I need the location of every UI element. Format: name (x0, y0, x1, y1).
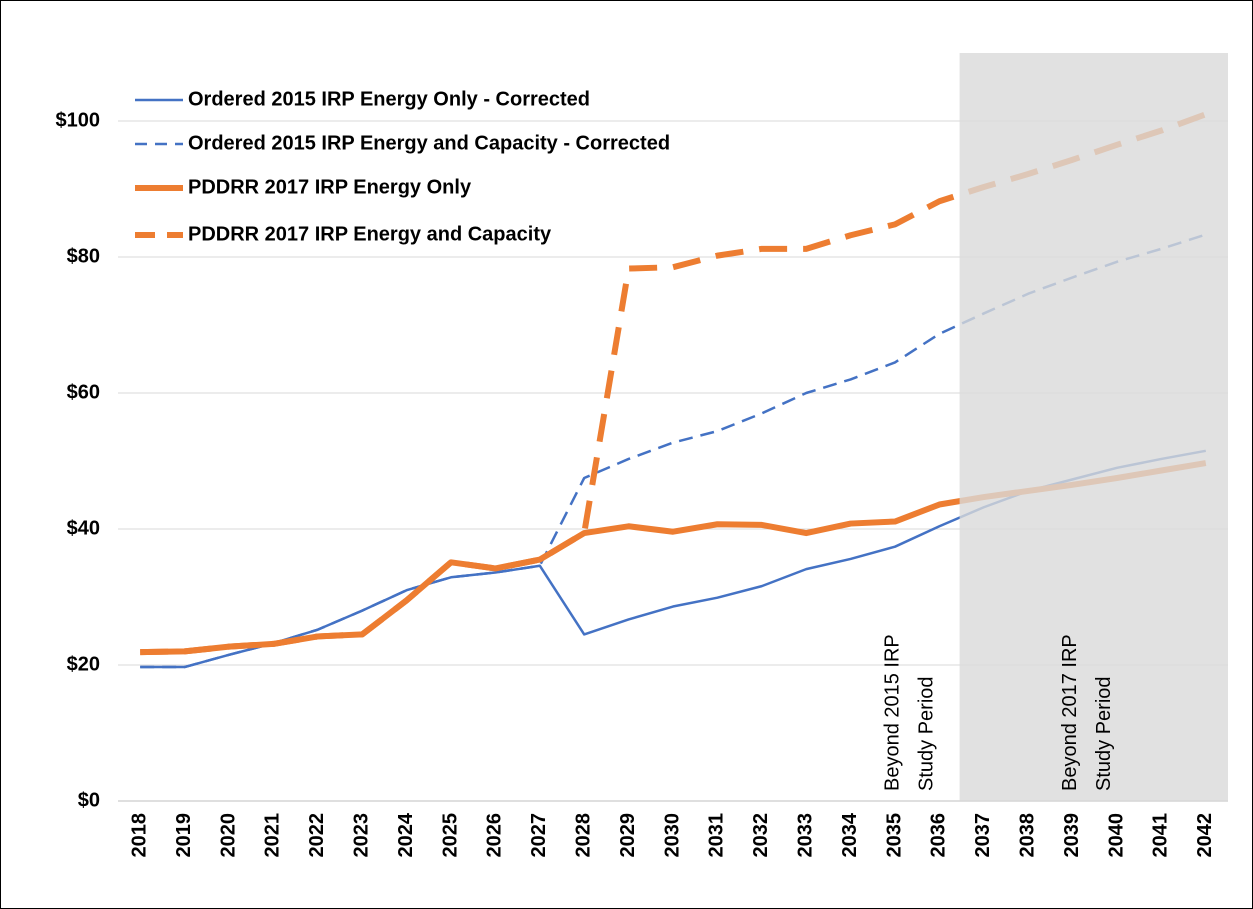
x-tick-label: 2021 (262, 813, 284, 858)
x-tick-label: 2029 (617, 813, 639, 858)
legend-label: PDDRR 2017 IRP Energy Only (188, 176, 472, 198)
x-tick-label: 2042 (1194, 813, 1216, 858)
x-tick-label: 2036 (928, 813, 950, 858)
y-tick-label: $80 (67, 245, 100, 267)
y-tick-label: $0 (78, 789, 100, 811)
annotation: Beyond 2015 IRP (881, 634, 903, 791)
annotation: Study Period (1093, 676, 1115, 791)
x-tick-label: 2024 (395, 812, 417, 857)
x-tick-label: 2027 (528, 813, 550, 858)
x-tick-label: 2033 (794, 813, 816, 858)
x-tick-label: 2031 (706, 813, 728, 858)
x-tick-label: 2023 (350, 813, 372, 858)
annotation: Beyond 2017 IRP (1059, 634, 1081, 791)
x-tick-label: 2041 (1150, 813, 1172, 858)
y-tick-label: $40 (67, 517, 100, 539)
x-tick-label: 2020 (217, 813, 239, 858)
shaded-period (959, 53, 1228, 801)
y-tick-label: $20 (67, 653, 100, 675)
y-tick-label: $60 (67, 381, 100, 403)
x-tick-label: 2019 (173, 813, 195, 858)
x-tick-label: 2018 (128, 813, 150, 858)
x-tick-label: 2025 (439, 813, 461, 858)
x-tick-label: 2035 (883, 813, 905, 858)
legend-label: Ordered 2015 IRP Energy and Capacity - C… (188, 132, 670, 154)
x-tick-label: 2032 (750, 813, 772, 858)
x-tick-label: 2026 (484, 813, 506, 858)
legend-label: PDDRR 2017 IRP Energy and Capacity (188, 223, 552, 245)
x-tick-label: 2039 (1061, 813, 1083, 858)
x-tick-label: 2040 (1105, 813, 1127, 858)
legend-label: Ordered 2015 IRP Energy Only - Corrected (188, 88, 590, 110)
x-tick-label: 2028 (572, 813, 594, 858)
x-tick-label: 2034 (839, 812, 861, 857)
y-tick-label: $100 (56, 109, 101, 131)
x-tick-label: 2022 (306, 813, 328, 858)
x-tick-label: 2030 (661, 813, 683, 858)
x-tick-label: 2037 (972, 813, 994, 858)
annotation: Study Period (915, 676, 937, 791)
x-tick-label: 2038 (1016, 813, 1038, 858)
